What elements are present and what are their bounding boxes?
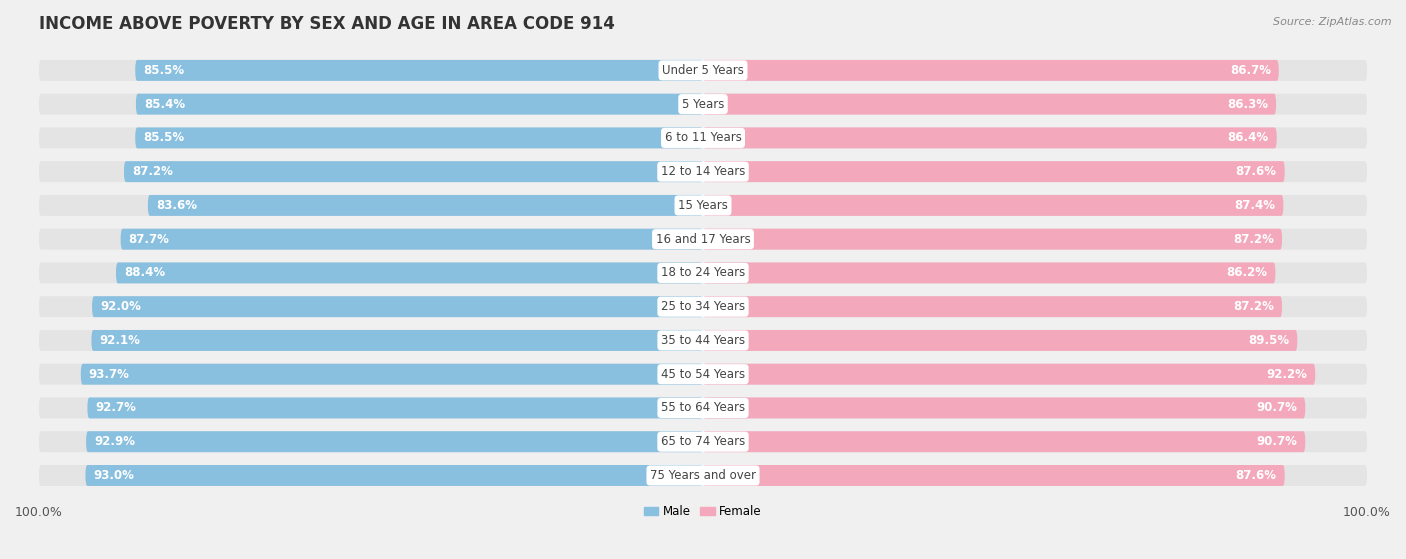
FancyBboxPatch shape	[703, 161, 1367, 182]
FancyBboxPatch shape	[703, 229, 1367, 250]
FancyBboxPatch shape	[703, 229, 1282, 250]
FancyBboxPatch shape	[39, 263, 703, 283]
FancyBboxPatch shape	[86, 465, 703, 486]
FancyBboxPatch shape	[703, 161, 1285, 182]
Text: 55 to 64 Years: 55 to 64 Years	[661, 401, 745, 414]
Text: 86.4%: 86.4%	[1227, 131, 1268, 144]
FancyBboxPatch shape	[135, 127, 703, 148]
Text: 85.5%: 85.5%	[143, 131, 184, 144]
FancyBboxPatch shape	[91, 330, 703, 351]
FancyBboxPatch shape	[703, 431, 1367, 452]
Text: 12 to 14 Years: 12 to 14 Years	[661, 165, 745, 178]
FancyBboxPatch shape	[87, 397, 703, 419]
Text: 90.7%: 90.7%	[1257, 401, 1298, 414]
Text: 92.1%: 92.1%	[100, 334, 141, 347]
FancyBboxPatch shape	[115, 263, 703, 283]
Text: 6 to 11 Years: 6 to 11 Years	[665, 131, 741, 144]
Text: INCOME ABOVE POVERTY BY SEX AND AGE IN AREA CODE 914: INCOME ABOVE POVERTY BY SEX AND AGE IN A…	[39, 15, 614, 33]
FancyBboxPatch shape	[136, 94, 703, 115]
FancyBboxPatch shape	[703, 195, 1284, 216]
Text: 86.3%: 86.3%	[1227, 98, 1268, 111]
Text: 87.2%: 87.2%	[132, 165, 173, 178]
Text: 75 Years and over: 75 Years and over	[650, 469, 756, 482]
FancyBboxPatch shape	[703, 330, 1367, 351]
Text: Under 5 Years: Under 5 Years	[662, 64, 744, 77]
Text: 92.7%: 92.7%	[96, 401, 136, 414]
FancyBboxPatch shape	[703, 94, 1367, 115]
FancyBboxPatch shape	[703, 431, 1305, 452]
FancyBboxPatch shape	[703, 397, 1305, 419]
FancyBboxPatch shape	[703, 127, 1277, 148]
FancyBboxPatch shape	[39, 229, 703, 250]
Text: 65 to 74 Years: 65 to 74 Years	[661, 435, 745, 448]
FancyBboxPatch shape	[703, 60, 1278, 81]
Text: 92.9%: 92.9%	[94, 435, 135, 448]
Text: 87.6%: 87.6%	[1236, 165, 1277, 178]
FancyBboxPatch shape	[124, 161, 703, 182]
FancyBboxPatch shape	[703, 296, 1367, 317]
FancyBboxPatch shape	[91, 296, 703, 317]
Text: 87.7%: 87.7%	[128, 233, 170, 245]
FancyBboxPatch shape	[703, 296, 1282, 317]
Text: 15 Years: 15 Years	[678, 199, 728, 212]
Text: 90.7%: 90.7%	[1257, 435, 1298, 448]
FancyBboxPatch shape	[703, 465, 1285, 486]
Text: 92.0%: 92.0%	[100, 300, 141, 313]
FancyBboxPatch shape	[703, 364, 1367, 385]
Text: 85.4%: 85.4%	[143, 98, 186, 111]
FancyBboxPatch shape	[703, 397, 1367, 419]
Text: 86.7%: 86.7%	[1230, 64, 1271, 77]
Text: 5 Years: 5 Years	[682, 98, 724, 111]
FancyBboxPatch shape	[39, 161, 703, 182]
FancyBboxPatch shape	[39, 431, 703, 452]
Legend: Male, Female: Male, Female	[640, 500, 766, 523]
Text: 35 to 44 Years: 35 to 44 Years	[661, 334, 745, 347]
Text: 85.5%: 85.5%	[143, 64, 184, 77]
FancyBboxPatch shape	[703, 263, 1275, 283]
FancyBboxPatch shape	[703, 60, 1367, 81]
FancyBboxPatch shape	[121, 229, 703, 250]
Text: 88.4%: 88.4%	[124, 267, 165, 280]
FancyBboxPatch shape	[39, 397, 703, 419]
FancyBboxPatch shape	[703, 465, 1367, 486]
Text: 83.6%: 83.6%	[156, 199, 197, 212]
FancyBboxPatch shape	[39, 465, 703, 486]
Text: 25 to 34 Years: 25 to 34 Years	[661, 300, 745, 313]
Text: 18 to 24 Years: 18 to 24 Years	[661, 267, 745, 280]
Text: 86.2%: 86.2%	[1226, 267, 1267, 280]
FancyBboxPatch shape	[39, 330, 703, 351]
FancyBboxPatch shape	[703, 127, 1367, 148]
FancyBboxPatch shape	[39, 60, 703, 81]
Text: 92.2%: 92.2%	[1267, 368, 1308, 381]
FancyBboxPatch shape	[703, 364, 1315, 385]
Text: 89.5%: 89.5%	[1249, 334, 1289, 347]
FancyBboxPatch shape	[80, 364, 703, 385]
FancyBboxPatch shape	[39, 296, 703, 317]
Text: 87.2%: 87.2%	[1233, 233, 1274, 245]
Text: 87.4%: 87.4%	[1234, 199, 1275, 212]
FancyBboxPatch shape	[39, 127, 703, 148]
Text: 87.2%: 87.2%	[1233, 300, 1274, 313]
FancyBboxPatch shape	[135, 60, 703, 81]
Text: 93.7%: 93.7%	[89, 368, 129, 381]
FancyBboxPatch shape	[703, 195, 1367, 216]
FancyBboxPatch shape	[148, 195, 703, 216]
FancyBboxPatch shape	[86, 431, 703, 452]
Text: 87.6%: 87.6%	[1236, 469, 1277, 482]
Text: 45 to 54 Years: 45 to 54 Years	[661, 368, 745, 381]
FancyBboxPatch shape	[39, 94, 703, 115]
FancyBboxPatch shape	[703, 94, 1277, 115]
Text: 93.0%: 93.0%	[93, 469, 134, 482]
FancyBboxPatch shape	[703, 263, 1367, 283]
Text: Source: ZipAtlas.com: Source: ZipAtlas.com	[1274, 17, 1392, 27]
Text: 16 and 17 Years: 16 and 17 Years	[655, 233, 751, 245]
FancyBboxPatch shape	[39, 195, 703, 216]
FancyBboxPatch shape	[703, 330, 1298, 351]
FancyBboxPatch shape	[39, 364, 703, 385]
